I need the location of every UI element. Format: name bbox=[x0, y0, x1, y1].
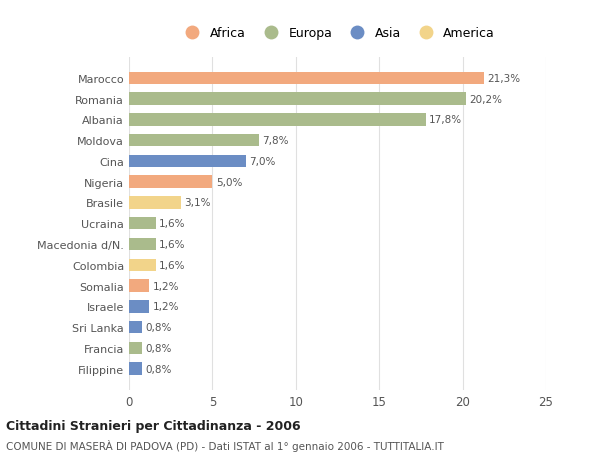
Text: 1,2%: 1,2% bbox=[152, 281, 179, 291]
Text: 5,0%: 5,0% bbox=[216, 177, 242, 187]
Bar bbox=[129, 176, 212, 189]
Text: Cittadini Stranieri per Cittadinanza - 2006: Cittadini Stranieri per Cittadinanza - 2… bbox=[6, 419, 301, 432]
Text: 1,6%: 1,6% bbox=[159, 219, 185, 229]
Bar bbox=[129, 321, 142, 334]
Text: 21,3%: 21,3% bbox=[488, 74, 521, 84]
Text: 17,8%: 17,8% bbox=[429, 115, 463, 125]
Bar bbox=[129, 363, 142, 375]
Text: 7,0%: 7,0% bbox=[249, 157, 275, 167]
Text: 1,6%: 1,6% bbox=[159, 260, 185, 270]
Text: 7,8%: 7,8% bbox=[262, 136, 289, 146]
Text: 20,2%: 20,2% bbox=[469, 95, 502, 105]
Bar bbox=[129, 259, 155, 271]
Bar bbox=[129, 156, 246, 168]
Bar bbox=[129, 342, 142, 354]
Text: 1,2%: 1,2% bbox=[152, 302, 179, 312]
Text: 1,6%: 1,6% bbox=[159, 240, 185, 250]
Text: 3,1%: 3,1% bbox=[184, 198, 211, 208]
Text: 0,8%: 0,8% bbox=[146, 343, 172, 353]
Bar bbox=[129, 280, 149, 292]
Text: 0,8%: 0,8% bbox=[146, 364, 172, 374]
Text: COMUNE DI MASERÀ DI PADOVA (PD) - Dati ISTAT al 1° gennaio 2006 - TUTTITALIA.IT: COMUNE DI MASERÀ DI PADOVA (PD) - Dati I… bbox=[6, 439, 444, 451]
Bar bbox=[129, 93, 466, 106]
Bar bbox=[129, 238, 155, 251]
Text: 0,8%: 0,8% bbox=[146, 322, 172, 332]
Bar bbox=[129, 134, 259, 147]
Bar bbox=[129, 114, 426, 126]
Legend: Africa, Europa, Asia, America: Africa, Europa, Asia, America bbox=[176, 24, 499, 44]
Bar bbox=[129, 197, 181, 209]
Bar bbox=[129, 301, 149, 313]
Bar bbox=[129, 218, 155, 230]
Bar bbox=[129, 73, 484, 85]
